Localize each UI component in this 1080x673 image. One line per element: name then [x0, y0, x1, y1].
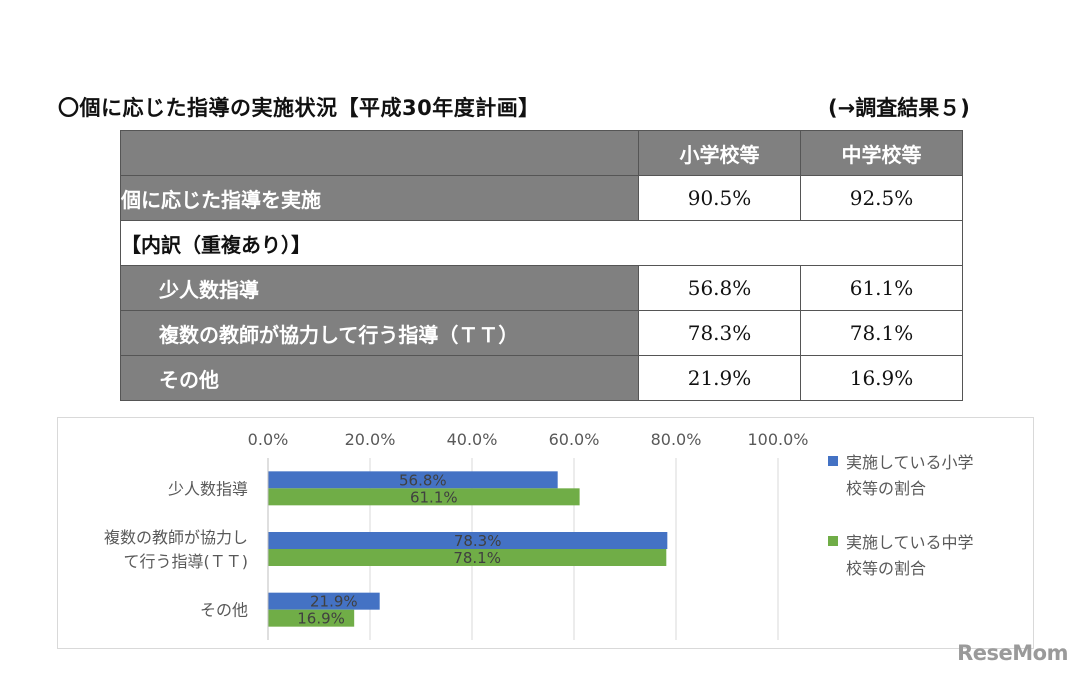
page-title: 〇個に応じた指導の実施状況【平成30年度計画】 [58, 96, 540, 120]
bar-middle [268, 488, 580, 506]
summary-table: 小学校等 中学校等 個に応じた指導を実施 90.5% 92.5% 【内訳（重複あ… [120, 130, 963, 401]
x-tick-label: 20.0% [345, 430, 396, 449]
header-blank-cell [120, 130, 639, 176]
value-other-middle: 16.9% [800, 355, 963, 401]
category-label: その他 [200, 601, 248, 620]
x-tick-label: 80.0% [651, 430, 702, 449]
value-total-elementary: 90.5% [638, 175, 801, 221]
legend-label: 校等の割合 [846, 479, 926, 498]
value-small-group-middle: 61.1% [800, 265, 963, 311]
resemom-logo: ReseMom [957, 641, 1068, 665]
bar-chart: 0.0% 20.0% 40.0% 60.0% 80.0% 100.0% 少人数指導 56.8%… [104, 430, 974, 640]
column-header-middle: 中学校等 [800, 130, 963, 176]
table-row: 【内訳（重複あり）】 [120, 220, 963, 266]
bar-elementary [268, 592, 380, 610]
reference-note: (→調査結果５) [828, 96, 970, 120]
legend-label: 実施している中学 [846, 533, 974, 552]
table-row: 少人数指導 56.8% 61.1% [120, 265, 963, 311]
value-total-middle: 92.5% [800, 175, 963, 221]
section-label-breakdown: 【内訳（重複あり）】 [120, 220, 963, 266]
row-label-team-teaching: 複数の教師が協力して行う指導（ＴＴ） [120, 310, 639, 356]
category-label: て行う指導(ＴＴ) [124, 552, 249, 571]
data-label: 78.1% [453, 549, 501, 567]
row-label-small-group: 少人数指導 [120, 265, 639, 311]
category-label: 複数の教師が協力し [104, 528, 248, 547]
data-label: 61.1% [410, 488, 458, 506]
data-label: 16.9% [297, 610, 345, 628]
data-label: 21.9% [310, 593, 358, 611]
bar-middle [268, 609, 355, 627]
legend-swatch [828, 536, 838, 546]
data-label: 56.8% [399, 471, 447, 489]
bar-middle [268, 549, 667, 566]
bar-chart-container: 0.0% 20.0% 40.0% 60.0% 80.0% 100.0% 少人数指導 56.8%… [57, 417, 1034, 649]
row-label-total: 個に応じた指導を実施 [120, 175, 639, 221]
legend-label: 実施している小学 [846, 453, 974, 472]
value-team-teaching-middle: 78.1% [800, 310, 963, 356]
table-row: その他 21.9% 16.9% [120, 355, 963, 401]
row-label-other: その他 [120, 355, 639, 401]
legend-swatch [828, 456, 838, 466]
x-tick-label: 60.0% [549, 430, 600, 449]
table-header-row: 小学校等 中学校等 [120, 130, 963, 176]
column-header-elementary: 小学校等 [638, 130, 801, 176]
x-tick-label: 40.0% [447, 430, 498, 449]
bar-elementary [268, 532, 668, 549]
data-label: 78.3% [454, 532, 502, 550]
x-tick-label: 100.0% [747, 430, 808, 449]
value-team-teaching-elementary: 78.3% [638, 310, 801, 356]
bar-elementary [268, 471, 558, 489]
value-other-elementary: 21.9% [638, 355, 801, 401]
value-small-group-elementary: 56.8% [638, 265, 801, 311]
x-tick-label: 0.0% [248, 430, 289, 449]
table-row: 複数の教師が協力して行う指導（ＴＴ） 78.3% 78.1% [120, 310, 963, 356]
category-label: 少人数指導 [168, 479, 248, 498]
legend-label: 校等の割合 [846, 559, 926, 578]
table-row: 個に応じた指導を実施 90.5% 92.5% [120, 175, 963, 221]
